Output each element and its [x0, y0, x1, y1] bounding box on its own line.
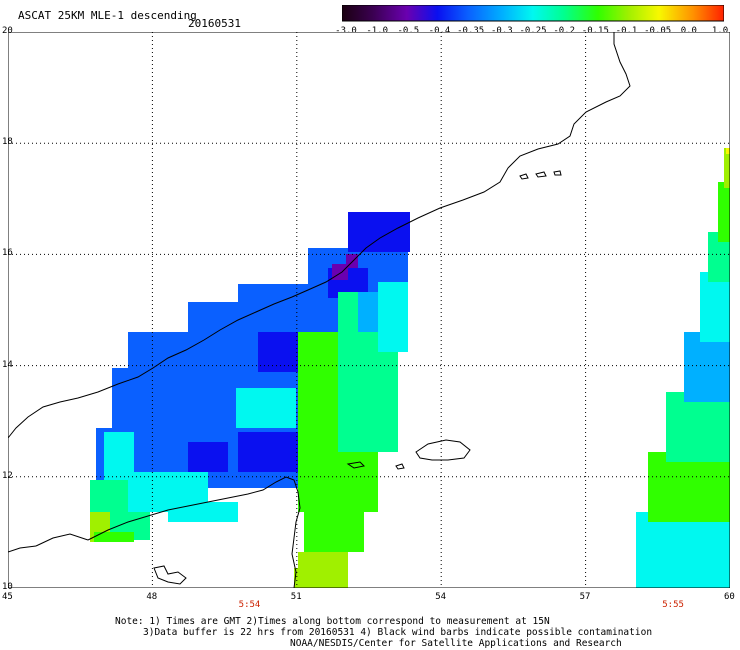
data-cell — [348, 212, 410, 252]
longitude-label: 57 — [579, 592, 591, 602]
data-cell — [298, 552, 348, 572]
data-cell — [718, 182, 730, 242]
latitude-label: 18 — [2, 137, 13, 148]
data-cell — [94, 532, 134, 542]
note-line-3: NOAA/NESDIS/Center for Satellite Applica… — [290, 638, 622, 649]
longitude-label: 54 — [435, 592, 447, 602]
coastline — [8, 32, 631, 588]
data-cell — [304, 452, 364, 492]
map-plot — [8, 32, 730, 588]
data-cell — [236, 388, 296, 428]
colorbar-label: -0.35 — [457, 26, 485, 36]
longitude-label: 60 — [724, 592, 735, 602]
data-cell — [304, 492, 364, 552]
lat-lon-grid — [8, 32, 730, 588]
note-line-2: 3)Data buffer is 22 hrs from 20160531 4)… — [143, 627, 653, 638]
latitude-label: 16 — [2, 248, 13, 259]
colorbar-label: 0.0 — [680, 26, 697, 36]
data-cell — [648, 452, 730, 522]
note-line-1: Note: 1) Times are GMT 2)Times along bot… — [115, 616, 550, 627]
data-cell — [188, 442, 228, 472]
latitude-label: 12 — [2, 470, 13, 481]
colorbar — [342, 5, 724, 22]
longitude-label: 51 — [290, 592, 302, 602]
data-cell — [636, 512, 730, 588]
colorbar-label: -1.0 — [366, 26, 388, 36]
data-cell — [332, 264, 348, 280]
colorbar-label: -0.4 — [428, 26, 451, 36]
wind-data-layer — [90, 148, 730, 588]
data-cell — [168, 502, 238, 522]
time-label: 5:55 — [662, 600, 684, 610]
latitude-label: 10 — [2, 582, 13, 592]
colorbar-label: -0.25 — [519, 26, 547, 36]
longitude-label: 48 — [146, 592, 158, 602]
colorbar-label: -0.2 — [553, 26, 575, 36]
data-cell — [294, 568, 348, 588]
data-cell — [238, 432, 308, 472]
colorbar-label: -0.5 — [397, 26, 420, 36]
data-cell — [726, 148, 730, 154]
colorbar-label: -0.15 — [581, 26, 609, 36]
colorbar-label: -0.05 — [644, 26, 672, 36]
data-cell — [708, 232, 730, 282]
data-cell — [700, 272, 730, 342]
latitude-label: 20 — [2, 26, 13, 36]
data-cell — [378, 282, 408, 352]
map-date: 20160531 — [188, 17, 241, 30]
longitude-label: 45 — [2, 592, 13, 602]
data-cell — [666, 392, 730, 462]
colorbar-label: -0.1 — [615, 26, 638, 36]
map-title: ASCAT 25KM MLE-1 descending — [18, 9, 197, 22]
time-label: 5:54 — [238, 600, 261, 610]
latitude-label: 14 — [2, 359, 13, 370]
data-cell — [684, 332, 730, 402]
colorbar-label: -0.3 — [490, 26, 513, 36]
data-cell — [724, 148, 730, 188]
colorbar-label: 1.0 — [711, 26, 729, 36]
colorbar-label: -3.0 — [335, 26, 357, 36]
